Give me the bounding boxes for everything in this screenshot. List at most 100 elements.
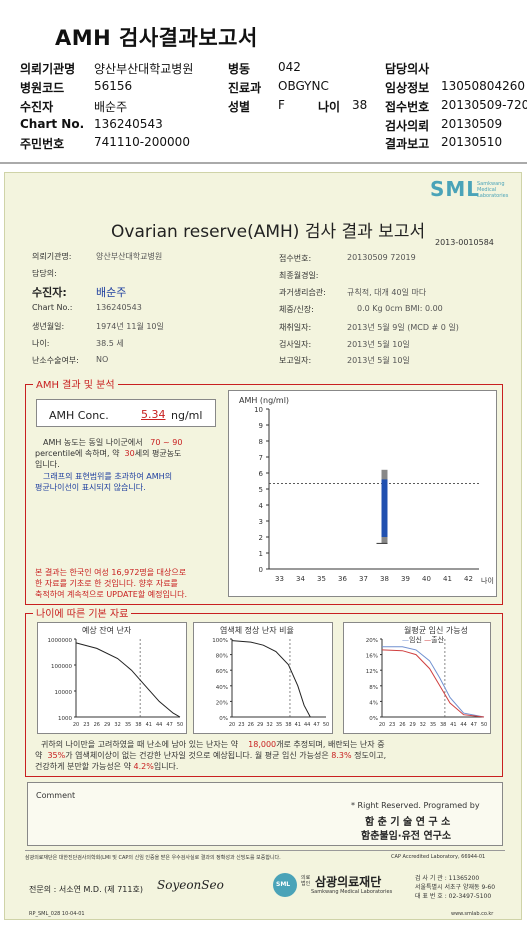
y-tick-label: 2 — [259, 534, 263, 542]
label-doctor: 담당의사 — [385, 62, 430, 76]
label-request-date: 검사의뢰 — [385, 119, 430, 133]
label-ward: 병동 — [228, 62, 251, 76]
x-tick-label: 38 — [285, 722, 291, 728]
y-tick-label: 12% — [366, 669, 378, 675]
x-tick-label: 36 — [338, 575, 347, 583]
report-header: AMH 검사결과보고서 의뢰기관명 양산부산대학교병원 병동 042 담당의사 … — [0, 0, 527, 170]
doc-number: 2013-0010584 — [435, 238, 494, 247]
y-tick-label: 1000 — [58, 716, 72, 722]
x-tick-label: 32 — [266, 722, 272, 728]
footnote: 본 결과는 한국인 여성 16,972명을 대상으로 — [35, 568, 187, 577]
value-resident-no: 741110-200000 — [94, 135, 190, 149]
chart-ylabel: AMH (ng/ml) — [239, 396, 289, 405]
x-tick-label: 32 — [420, 722, 426, 728]
info-value: 136240543 — [96, 303, 142, 312]
x-tick-label: 41 — [450, 722, 456, 728]
percentile-range: 70 ~ 90 — [150, 438, 183, 447]
panel-title: 염색체 정상 난자 비율 — [220, 626, 294, 635]
basic-data-section — [25, 613, 503, 777]
info-label: 체중/신장: — [279, 305, 314, 314]
x-tick-label: 39 — [401, 575, 410, 583]
y-tick-label: 40% — [216, 685, 228, 691]
summary-egg-count: 18,000 — [248, 740, 277, 749]
info-label: 생년월일: — [32, 322, 65, 331]
interp-text: AMH 농도는 동일 나이군에서 — [43, 438, 143, 447]
summary-text: 건강하게 분만할 가능성은 약 — [35, 762, 131, 771]
x-tick-label: 47 — [471, 722, 477, 728]
x-tick-label: 42 — [464, 575, 473, 583]
panel-remaining-eggs: 예상 잔여 난자 1000000 100000 10000 1000 20 23 26 29 3… — [37, 622, 187, 734]
y-tick-label: 10000 — [55, 690, 73, 696]
interp-text: percentile에 속하며, 약 — [35, 449, 120, 458]
summary-text: 입니다. — [153, 762, 179, 771]
x-tick-label: 23 — [238, 722, 244, 728]
pregnancy-rate-chart: 20% 16% 12% 8% 4% 0%20 23 26 29 32 35 38 41 44 47 50 — [366, 638, 487, 728]
x-tick-label: 20 — [229, 722, 235, 728]
y-tick-label: 10 — [254, 406, 263, 414]
x-tick-label: 26 — [248, 722, 254, 728]
y-tick-label: 16% — [366, 654, 378, 660]
amh-result-section — [25, 384, 503, 605]
summary-text: 약 — [35, 751, 43, 760]
label-hospital-code: 병원코드 — [20, 81, 65, 95]
value-patient: 배순주 — [94, 100, 128, 114]
value-chart-no: 136240543 — [94, 117, 163, 131]
info-label: 나이: — [32, 339, 50, 348]
birth-curve — [381, 649, 485, 718]
scanned-report: SML Samkwang Medical Laboratories Ovarian … — [4, 172, 522, 920]
summary-text: 가 염색체이상이 없는 건강한 난자일 것으로 예상됩니다. 월 평균 임신 가… — [65, 751, 329, 760]
info-label: 난소수술여부: — [32, 356, 79, 365]
value-clinical-info: 13050804260 — [441, 79, 525, 93]
info-value-patient: 배순주 — [96, 286, 127, 299]
panel-pregnancy-rate: 월평균 임신 가능성 —임신 —출산 20% 16% 12% 8% 4% 0% 20 23 26… — [343, 622, 491, 734]
x-tick-label: 50 — [177, 722, 183, 728]
org-name-2: 함춘불임·유전 연구소 — [361, 827, 452, 842]
x-tick-label: 38 — [135, 722, 141, 728]
contact-line: 서울특별시 서초구 양재동 9-60 — [415, 884, 496, 891]
summary-text: 귀하의 나이만을 고려하였을 때 난소에 남아 있는 난자는 약 — [41, 740, 238, 749]
amh-conc-unit: ng/ml — [171, 409, 203, 422]
interp-note: 그래프의 표현범위를 초과하여 AMH의 — [43, 472, 173, 481]
y-tick-label: 0% — [219, 716, 228, 722]
x-tick-label: 41 — [295, 722, 301, 728]
y-tick-label: 6 — [259, 470, 264, 478]
info-label: 검사일자: — [279, 340, 312, 349]
doctor-signature: SoyeonSeo — [157, 878, 224, 892]
panel-title: 월평균 임신 가능성 — [404, 626, 468, 635]
value-accession: 20130509-7201 — [441, 98, 527, 112]
y-tick-label: 0 — [259, 566, 263, 574]
info-label: 채취일자: — [279, 323, 312, 332]
foundation-name: 삼광의료재단 — [315, 875, 382, 889]
pregnancy-curve — [382, 646, 485, 718]
x-tick-label: 35 — [276, 722, 282, 728]
y-tick-label: 5 — [259, 486, 263, 494]
info-value: 2013년 5월 10일 — [347, 340, 410, 349]
summary-pregnancy-rate: 8.3% — [331, 751, 352, 760]
footer-divider — [25, 850, 505, 851]
header-divider — [0, 162, 527, 164]
x-tick-label: 44 — [156, 722, 162, 728]
info-label: 최종월경일: — [279, 271, 319, 280]
y-tick-label: 1 — [259, 550, 263, 558]
y-tick-label: 1000000 — [48, 638, 73, 644]
amh-section-title: AMH 결과 및 분석 — [33, 376, 118, 391]
value-hospital-code: 56156 — [94, 79, 133, 93]
info-label: 과거생리습관: — [279, 288, 326, 297]
x-tick-label: 41 — [443, 575, 452, 583]
rights-text: * Right Reserved. Programed by — [351, 801, 480, 810]
x-tick-label: 41 — [146, 722, 152, 728]
label-department: 진료과 — [228, 81, 262, 95]
x-tick-label: 38 — [380, 575, 389, 583]
patient-bar — [381, 479, 388, 537]
summary-text: 개로 추정되며, 배란되는 난자 중 — [276, 740, 385, 749]
info-label: 접수번호: — [279, 254, 312, 263]
info-value: 2013년 5월 10일 — [347, 356, 410, 365]
x-tick-label: 47 — [166, 722, 172, 728]
x-tick-label: 20 — [379, 722, 385, 728]
panel-title: 예상 잔여 난자 — [82, 626, 132, 635]
value-ward: 042 — [278, 60, 301, 74]
x-tick-label: 32 — [114, 722, 120, 728]
x-tick-label: 23 — [389, 722, 395, 728]
